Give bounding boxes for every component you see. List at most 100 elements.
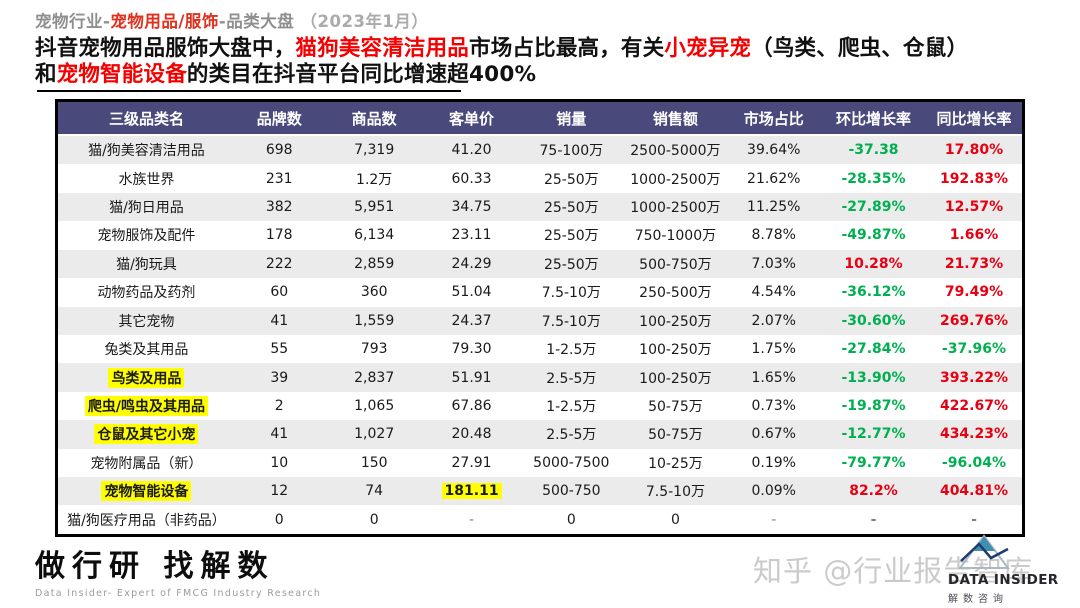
cell-share: 0.67%	[751, 426, 796, 443]
yellow-highlight: 宠物智能设备	[101, 481, 192, 502]
yellow-highlight: 鸟类及用品	[108, 367, 185, 388]
cell-mom: -12.77%	[841, 426, 906, 443]
cell-price: 24.37	[451, 312, 492, 329]
cell-category: 水族世界	[118, 171, 175, 188]
cell-amount: 2500-5000万	[630, 143, 721, 160]
cell-volume: 25-50万	[543, 171, 599, 188]
cell-products: 7,319	[354, 142, 395, 159]
cell-products: 5,951	[354, 199, 395, 216]
cell-share: 11.25%	[747, 199, 801, 216]
cell-brands: 55	[270, 341, 289, 358]
cell-category: 动物药品及药剂	[97, 285, 196, 302]
cell-mom: 10.28%	[844, 255, 903, 272]
cell-volume: 25-50万	[543, 228, 599, 245]
cell-amount: 50-75万	[648, 399, 703, 415]
cell-brands: 39	[270, 369, 289, 386]
table-row: 其它宠物 41 1,559 24.37 7.5-10万 100-250万 2.07% -30.…	[58, 306, 1022, 335]
table-row: 猫/狗医疗用品（非药品） 0 0 - 0 0 - - -	[58, 505, 1022, 533]
zhihu-watermark: 知乎 @行业报告智库	[753, 554, 1034, 588]
cell-volume: 1-2.5万	[546, 399, 597, 415]
table-body: 猫/狗美容清洁用品 698 7,319 41.20 75-100万 2500-5000万 3…	[58, 136, 1022, 534]
cell-products: 2,859	[354, 255, 395, 272]
cell-volume: 1-2.5万	[546, 342, 597, 359]
cell-products: 360	[360, 284, 388, 301]
column-header: 客单价	[449, 109, 495, 128]
brand-name: DATA INSIDER	[948, 572, 1059, 588]
cell-price: 23.11	[451, 227, 492, 244]
cell-brands: 10	[270, 454, 289, 471]
cell-share: 8.78%	[751, 227, 796, 244]
cell-share: 4.54%	[751, 284, 796, 301]
cell-volume: 5000-7500	[533, 454, 610, 471]
cell-volume: 7.5-10万	[541, 285, 601, 302]
column-header: 销量	[556, 109, 587, 128]
cell-brands: 178	[265, 227, 293, 244]
cell-brands: 222	[265, 255, 293, 272]
yellow-highlight: 181.11	[441, 483, 502, 500]
headline-segment: 宠物智能设备	[56, 62, 187, 87]
cell-mom: -37.38	[848, 142, 899, 159]
cell-amount: 100-250万	[639, 370, 712, 387]
column-header: 环比增长率	[835, 109, 911, 128]
yellow-highlight: 爬虫/鸣虫及其用品	[84, 396, 208, 416]
cell-mom: -27.84%	[841, 341, 906, 358]
headline-segment: 的类目在抖音平台同比增速超400%	[186, 62, 537, 87]
cell-share: -	[771, 511, 777, 528]
column-header: 同比增长率	[936, 109, 1012, 128]
cell-yoy: 422.67%	[939, 398, 1009, 414]
cell-mom: -27.89%	[841, 199, 906, 216]
cell-volume: 7.5-10万	[541, 313, 601, 330]
cell-price: 79.30	[451, 341, 492, 358]
cell-products: 2,837	[354, 369, 395, 386]
column-header: 市场占比	[743, 109, 804, 128]
cell-yoy: 404.81%	[939, 483, 1009, 500]
cell-volume: 25-50万	[543, 200, 599, 217]
cell-amount: 1000-2500万	[630, 171, 721, 188]
cell-share: 1.75%	[751, 341, 796, 358]
cell-products: 0	[369, 511, 379, 528]
cell-amount: 250-500万	[639, 285, 712, 302]
cell-products: 1.2万	[356, 171, 393, 188]
cell-category: 宠物附属品（新）	[90, 455, 203, 472]
cell-category: 宠物智能设备	[58, 481, 235, 502]
column-header: 销售额	[652, 109, 698, 128]
cell-category: 兔类及其用品	[104, 342, 189, 359]
breadcrumb-suffix: -品类大盘	[218, 12, 295, 31]
column-header: 三级品类名	[108, 109, 184, 128]
breadcrumb: 宠物行业-宠物用品/服饰-品类大盘 （2023年1月）	[35, 8, 428, 32]
headline-segment: （鸟类、爬虫、仓鼠）	[751, 36, 969, 61]
cell-amount: 0	[670, 511, 680, 528]
cell-category: 爬虫/鸣虫及其用品	[58, 396, 235, 416]
cell-category: 猫/狗美容清洁用品	[88, 143, 205, 160]
brand-subtitle: 解数咨询	[948, 594, 1008, 605]
cell-brands: 382	[265, 199, 293, 216]
cell-category: 猫/狗日用品	[109, 200, 184, 217]
table-row: 水族世界 231 1.2万 60.33 25-50万 1000-2500万 21.62% -2…	[58, 164, 1022, 192]
cell-products: 6,134	[354, 227, 395, 244]
cell-mom: -19.87%	[841, 398, 906, 414]
cell-yoy: 434.23%	[939, 426, 1009, 443]
cell-price: -	[469, 511, 475, 528]
cell-mom: -49.87%	[841, 227, 906, 244]
headline-segment: 和	[35, 62, 57, 87]
cell-yoy: 79.49%	[944, 284, 1004, 301]
cell-volume: 2.5-5万	[546, 370, 597, 387]
cell-price: 181.11	[425, 483, 519, 500]
data-insider-wordmark: 做行研 找解数 Data Insider- Expert of FMCG Ind…	[35, 541, 321, 599]
cell-yoy: -96.04%	[941, 454, 1007, 471]
table-row: 猫/狗玩具 222 2,859 24.29 25-50万 500-750万 7.03% 10.…	[58, 249, 1022, 279]
cell-volume: 25-50万	[543, 256, 599, 273]
cell-mom: 82.2%	[849, 483, 898, 500]
cell-yoy: 12.57%	[944, 199, 1004, 216]
table-row: 爬虫/鸣虫及其用品 2 1,065 67.86 1-2.5万 50-75万 0.73% -19…	[58, 392, 1022, 420]
cell-yoy: 393.22%	[939, 369, 1009, 386]
cell-mom: -13.90%	[841, 369, 906, 386]
cell-amount: 100-250万	[639, 313, 712, 330]
table-row: 猫/狗日用品 382 5,951 34.75 25-50万 1000-2500万 11.25…	[58, 192, 1022, 222]
cell-share: 1.65%	[751, 369, 796, 386]
cell-category: 其它宠物	[118, 313, 175, 330]
cell-brands: 698	[265, 142, 293, 159]
wordmark-tagline: Data Insider- Expert of FMCG Industry Re…	[35, 588, 322, 599]
table-row: 猫/狗美容清洁用品 698 7,319 41.20 75-100万 2500-5000万 3…	[58, 136, 1022, 165]
wordmark-text: 做行研 找解数	[35, 549, 275, 584]
